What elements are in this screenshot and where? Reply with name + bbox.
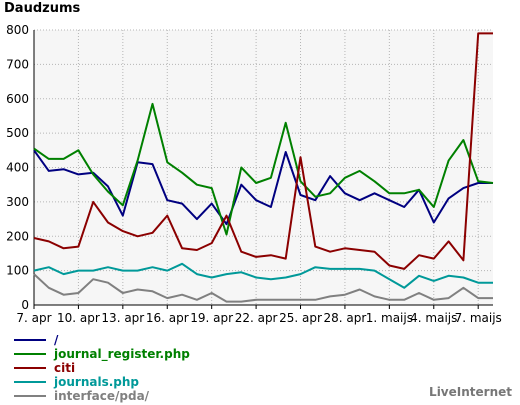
legend-label: interface/pda/ [54, 389, 150, 403]
legend-label: / [54, 333, 59, 347]
y-tick-label: 700 [6, 57, 29, 71]
legend-item-interface-pda: interface/pda/ [14, 388, 149, 404]
x-tick-label: 7. apr [16, 311, 51, 325]
series-line-root [33, 149, 493, 226]
y-tick-label: 400 [6, 161, 29, 175]
series-line-citi [33, 32, 493, 270]
series-line-journal-register-php [33, 102, 494, 236]
y-tick-label: 300 [6, 195, 29, 209]
legend-swatch [14, 395, 46, 397]
chart-title: Daudzums [4, 1, 81, 16]
y-tick-label: 100 [6, 264, 29, 278]
legend-item-root: / [14, 332, 58, 348]
x-tick-label: 10. apr [57, 311, 100, 325]
legend-label: citi [54, 361, 76, 375]
x-tick-label: 19. apr [190, 311, 233, 325]
legend-item-citi: citi [14, 360, 75, 376]
x-tick-label: 1. maijs [366, 311, 413, 325]
series-line-journals-php [33, 262, 493, 289]
x-tick-label: 13. apr [101, 311, 144, 325]
legend-label: journal_register.php [54, 347, 190, 361]
brand-label: LiveInternet [429, 385, 512, 399]
legend-label: journals.php [54, 375, 139, 389]
legend-swatch [14, 353, 46, 355]
legend-swatch [14, 381, 46, 383]
legend-item-journal-register: journal_register.php [14, 346, 190, 362]
legend-swatch [14, 339, 46, 341]
legend-swatch [14, 367, 46, 369]
y-tick-label: 600 [6, 92, 29, 106]
x-tick-label: 16. apr [146, 311, 189, 325]
x-tick-label: 22. apr [235, 311, 278, 325]
plot-area [34, 30, 493, 305]
legend-item-journals: journals.php [14, 374, 139, 390]
x-tick-label: 28. apr [324, 311, 367, 325]
x-tick-label: 7. maijs [455, 311, 502, 325]
y-tick-label: 200 [6, 229, 29, 243]
x-tick-label: 25. apr [279, 311, 322, 325]
x-tick-label: 4. maijs [410, 311, 457, 325]
y-tick-label: 0 [21, 298, 29, 312]
y-tick-label: 500 [6, 126, 29, 140]
series-line-interface-pda [33, 273, 493, 303]
y-tick-label: 800 [6, 23, 29, 37]
